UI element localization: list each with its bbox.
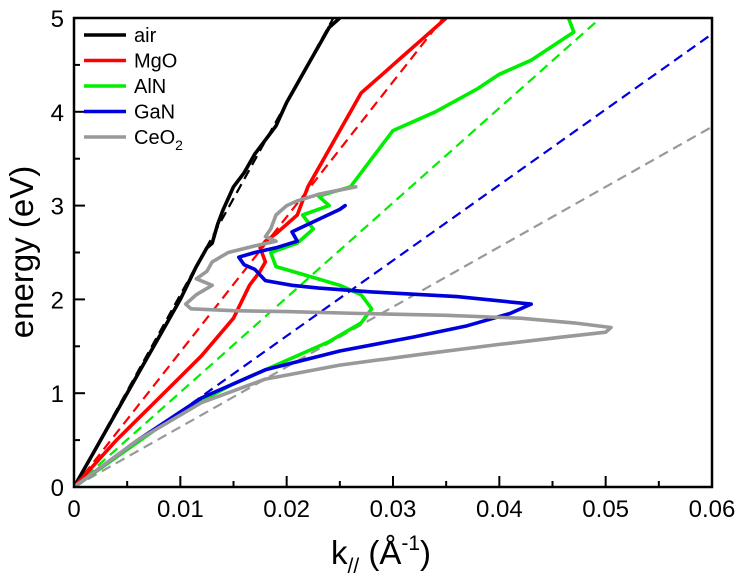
- legend-label-subscript: 2: [175, 137, 183, 153]
- legend-label-mgo: MgO: [134, 51, 177, 73]
- legend-label-gan: GaN: [134, 102, 175, 124]
- x-tick-label: 0.02: [263, 496, 310, 523]
- x-axis-title-sub: //: [347, 555, 359, 578]
- legend-label-aln: AlN: [134, 76, 166, 98]
- x-tick-label: 0.05: [582, 496, 629, 523]
- x-tick-label: 0.01: [157, 496, 204, 523]
- y-tick-label: 1: [51, 381, 64, 408]
- x-tick-label: 0.03: [370, 496, 417, 523]
- y-tick-label: 0: [51, 475, 64, 502]
- x-axis-title-sup: -1: [401, 532, 420, 555]
- x-axis-title-unit: (Å: [359, 534, 401, 571]
- x-axis-title: k// (Å-1): [331, 532, 431, 578]
- x-tick-label: 0.06: [689, 496, 736, 523]
- y-tick-label: 5: [51, 6, 64, 33]
- legend-label-ceo: CeO2: [134, 127, 183, 153]
- y-tick-label: 2: [51, 287, 64, 314]
- asymptote-line-2: [74, 18, 445, 487]
- legend-label-air: air: [134, 25, 157, 47]
- series-line-mgo: [74, 18, 448, 487]
- plot-frame: [72, 16, 714, 489]
- series-line-gan: [74, 203, 533, 487]
- y-tick-label: 3: [51, 194, 64, 221]
- x-axis-title-close: ): [420, 534, 431, 571]
- ticks-layer: 0 0.01 0.02 0.03 0.04 0.05 0.06 0 1 2 3 4 5: [51, 6, 736, 523]
- legend: air MgO AlN GaN CeO2: [84, 25, 183, 153]
- asymptote-line-5: [74, 125, 712, 487]
- series-line-air: [74, 18, 342, 487]
- series-line-aln: [74, 18, 576, 487]
- series-line-ceo: [74, 185, 613, 487]
- y-tick-label: 4: [51, 100, 64, 127]
- x-axis-title-main: k: [331, 534, 348, 571]
- curves-layer: [74, 18, 712, 487]
- x-tick-label: 0.04: [476, 496, 523, 523]
- y-axis-title: energy (eV): [3, 166, 40, 338]
- x-tick-label: 0: [67, 496, 80, 523]
- asymptote-line-3: [74, 18, 602, 487]
